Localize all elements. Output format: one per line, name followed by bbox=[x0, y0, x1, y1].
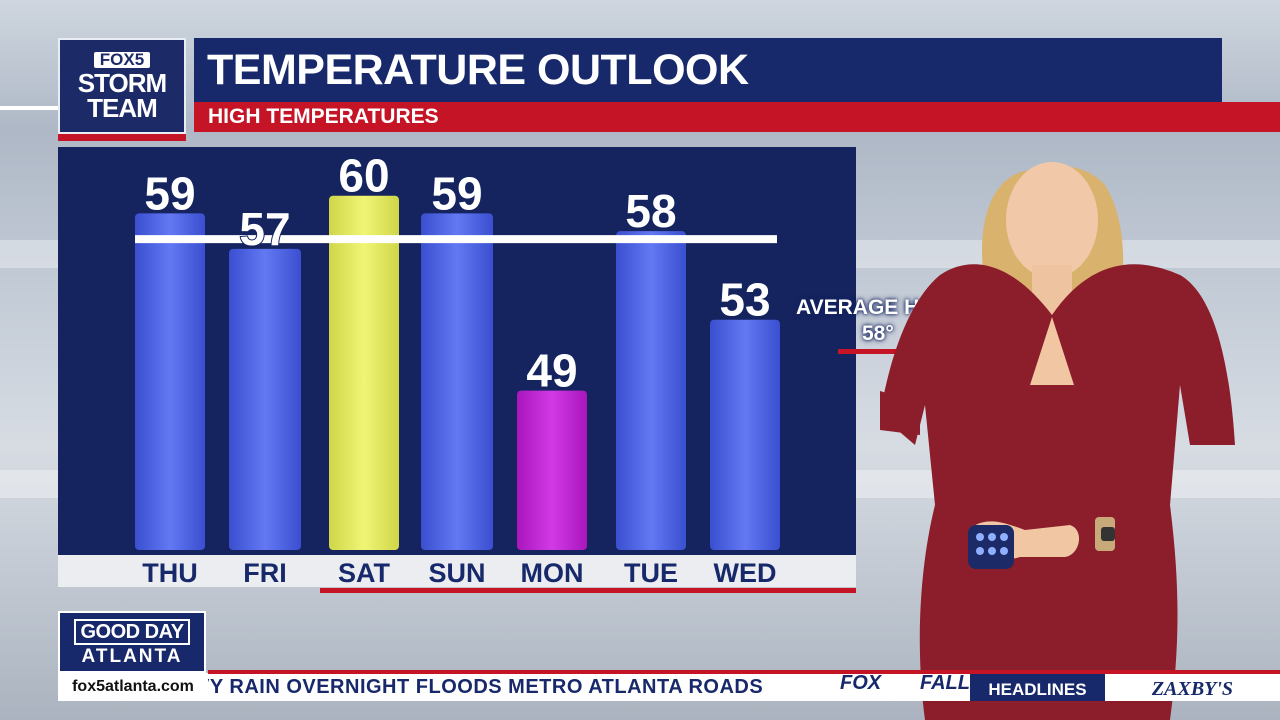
station-url: fox5atlanta.com bbox=[58, 673, 208, 701]
value-label-fri: 57 bbox=[239, 203, 290, 255]
day-label-fri: FRI bbox=[243, 558, 287, 588]
fox5-storm-team-logo: FOX5 STORM TEAM bbox=[58, 38, 186, 134]
day-label-thu: THU bbox=[142, 558, 198, 588]
red-underline bbox=[320, 588, 856, 593]
presenter-figure bbox=[880, 162, 1235, 720]
average-high-value: 58° bbox=[862, 322, 894, 345]
good-day-atlanta-logo: GOOD DAY ATLANTA bbox=[58, 611, 206, 673]
day-label-mon: MON bbox=[521, 558, 584, 588]
news-ticker: VY RAIN OVERNIGHT FLOODS METRO ATLANTA R… bbox=[208, 670, 970, 701]
value-label-sat: 60 bbox=[338, 150, 389, 202]
page-subtitle: HIGH TEMPERATURES bbox=[194, 102, 1280, 132]
bar-thu bbox=[135, 213, 205, 550]
bar-fri bbox=[229, 248, 301, 550]
value-label-sun: 59 bbox=[431, 167, 482, 219]
day-label-strip bbox=[58, 555, 856, 587]
bar-wed bbox=[710, 319, 780, 550]
average-high-label: AVERAGE H bbox=[796, 296, 920, 319]
logo-red-stripe bbox=[58, 134, 186, 141]
value-label-mon: 49 bbox=[526, 345, 577, 397]
left-accent-line bbox=[0, 106, 58, 110]
average-red-stripe bbox=[838, 349, 918, 354]
gda-line1: GOOD DAY bbox=[74, 618, 190, 645]
sponsor-logo: ZAXBY'S bbox=[1105, 670, 1280, 701]
logo-storm: STORM bbox=[77, 67, 167, 98]
gda-line2: ATLANTA bbox=[81, 645, 183, 667]
bar-mon bbox=[517, 390, 587, 550]
bar-sun bbox=[421, 213, 493, 550]
page-title: TEMPERATURE OUTLOOK bbox=[194, 38, 1222, 102]
logo-fox5: FOX5 bbox=[93, 51, 151, 68]
value-label-wed: 53 bbox=[719, 274, 770, 326]
day-label-sun: SUN bbox=[428, 558, 485, 588]
bar-tue bbox=[616, 231, 686, 550]
bar-sat bbox=[329, 195, 399, 550]
value-label-thu: 59 bbox=[144, 167, 195, 219]
day-label-wed: WED bbox=[714, 558, 777, 588]
headlines-label: HEADLINES bbox=[970, 670, 1105, 701]
value-label-tue: 58 bbox=[625, 185, 676, 237]
ticker-text: VY RAIN OVERNIGHT FLOODS METRO ATLANTA R… bbox=[208, 676, 764, 698]
logo-team: TEAM bbox=[87, 92, 158, 123]
ticker-trailing-text: FALL bbox=[920, 672, 970, 694]
day-label-tue: TUE bbox=[624, 558, 678, 588]
day-label-sat: SAT bbox=[338, 558, 391, 588]
ticker-fox-logo: FOX bbox=[840, 672, 882, 694]
